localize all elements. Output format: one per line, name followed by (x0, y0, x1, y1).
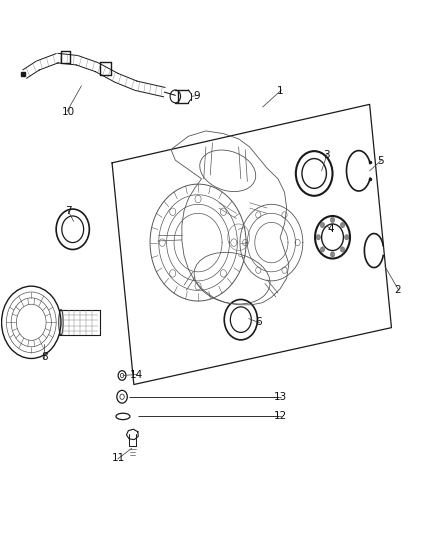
Text: 6: 6 (255, 317, 261, 327)
Text: 9: 9 (194, 91, 201, 101)
Circle shape (340, 222, 345, 228)
Text: 14: 14 (129, 370, 143, 381)
Text: 4: 4 (327, 224, 334, 235)
Circle shape (330, 217, 335, 223)
Text: 1: 1 (277, 86, 283, 96)
Text: 11: 11 (112, 453, 125, 463)
Text: 2: 2 (395, 286, 401, 295)
Text: 10: 10 (62, 107, 75, 117)
Circle shape (320, 247, 325, 252)
Text: 8: 8 (41, 352, 48, 362)
Circle shape (320, 222, 325, 228)
Circle shape (330, 252, 335, 257)
Text: 3: 3 (323, 150, 329, 160)
Circle shape (340, 247, 345, 252)
Text: 5: 5 (377, 156, 384, 166)
Text: 13: 13 (273, 392, 287, 402)
Text: 7: 7 (65, 206, 72, 216)
Circle shape (316, 235, 321, 240)
Circle shape (345, 235, 349, 240)
Text: 12: 12 (273, 411, 287, 422)
